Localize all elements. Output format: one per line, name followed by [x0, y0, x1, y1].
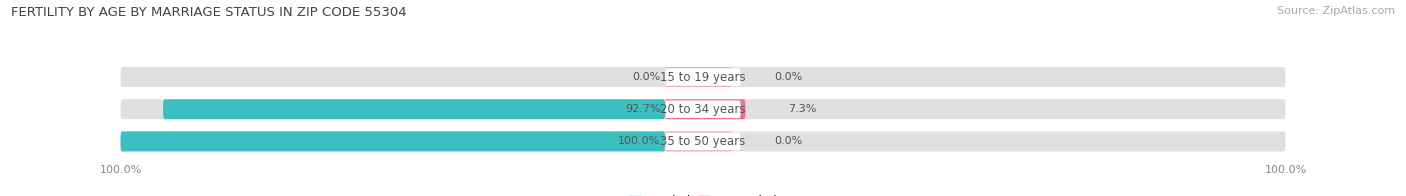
FancyBboxPatch shape [665, 68, 741, 86]
FancyBboxPatch shape [665, 133, 741, 150]
Text: 100.0%: 100.0% [619, 136, 661, 146]
Text: 0.0%: 0.0% [775, 72, 803, 82]
Text: 20 to 34 years: 20 to 34 years [661, 103, 745, 116]
Text: 15 to 19 years: 15 to 19 years [661, 71, 745, 83]
Text: FERTILITY BY AGE BY MARRIAGE STATUS IN ZIP CODE 55304: FERTILITY BY AGE BY MARRIAGE STATUS IN Z… [11, 6, 406, 19]
FancyBboxPatch shape [121, 67, 1285, 87]
Text: 0.0%: 0.0% [633, 72, 661, 82]
FancyBboxPatch shape [665, 101, 741, 118]
Text: 35 to 50 years: 35 to 50 years [661, 135, 745, 148]
FancyBboxPatch shape [121, 132, 1285, 151]
Text: 92.7%: 92.7% [624, 104, 661, 114]
FancyBboxPatch shape [163, 99, 665, 119]
FancyBboxPatch shape [121, 132, 665, 151]
FancyBboxPatch shape [665, 99, 745, 119]
FancyBboxPatch shape [665, 67, 733, 87]
FancyBboxPatch shape [665, 132, 733, 151]
FancyBboxPatch shape [121, 99, 1285, 119]
Text: 0.0%: 0.0% [775, 136, 803, 146]
Text: 7.3%: 7.3% [787, 104, 817, 114]
Text: Source: ZipAtlas.com: Source: ZipAtlas.com [1277, 6, 1395, 16]
Legend: Married, Unmarried: Married, Unmarried [624, 190, 782, 196]
